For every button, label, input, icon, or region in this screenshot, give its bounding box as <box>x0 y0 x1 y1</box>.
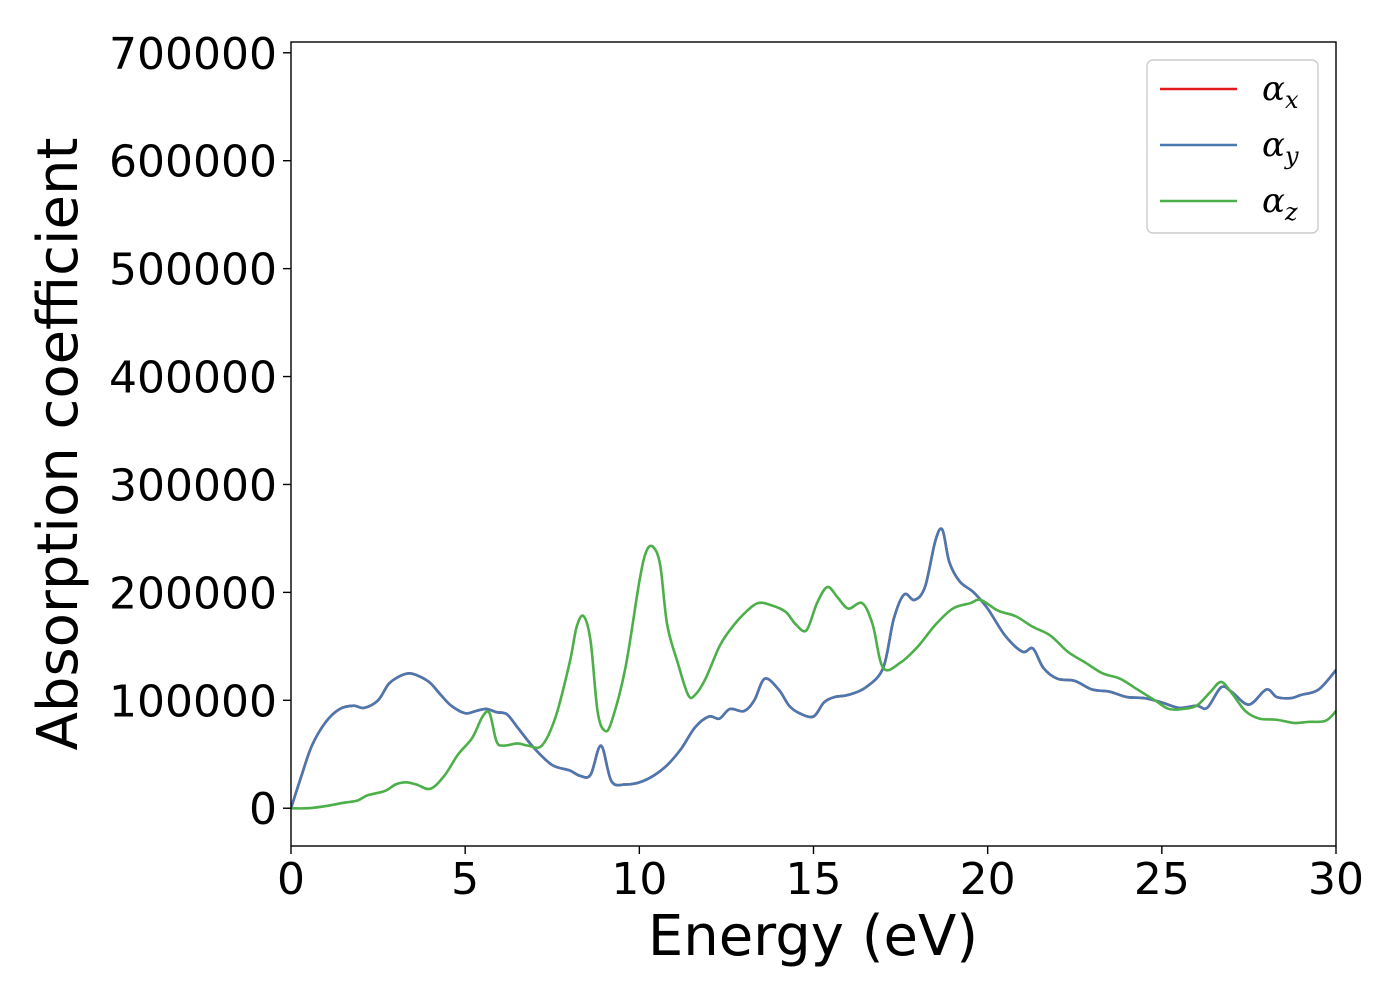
legend-box <box>1146 59 1319 234</box>
y-tick-label: 400000 <box>109 353 277 404</box>
series-line-z <box>291 544 1336 810</box>
x-tick-label: 30 <box>1308 854 1364 905</box>
y-axis: 0 100000 200000 300000 400000 500000 600000 700… <box>109 29 291 835</box>
x-tick-label: 10 <box>611 854 667 905</box>
y-tick-label: 200000 <box>109 568 277 619</box>
legend-symbol: α <box>1262 125 1285 165</box>
x-tick-label: 25 <box>1134 854 1190 905</box>
legend-label-z: αz <box>1262 181 1298 226</box>
x-axis: 0 5 10 15 20 25 30 <box>277 846 1364 905</box>
x-tick-label: 20 <box>960 854 1016 905</box>
legend-subscript: z <box>1284 198 1298 226</box>
x-tick-label: 15 <box>786 854 842 905</box>
series-line-y <box>291 527 1336 810</box>
y-tick-label: 100000 <box>109 676 277 727</box>
legend-subscript: x <box>1285 86 1299 114</box>
x-tick-label: 0 <box>277 854 305 905</box>
x-axis-label: Energy (eV) <box>648 904 978 969</box>
legend-subscript: y <box>1284 142 1299 170</box>
legend-symbol: α <box>1262 181 1285 221</box>
y-tick-label: 300000 <box>109 460 277 511</box>
series-group <box>291 527 1336 810</box>
y-tick-label: 0 <box>249 784 277 835</box>
y-tick-label: 700000 <box>109 29 277 80</box>
x-tick-label: 5 <box>451 854 479 905</box>
y-axis-label: Absorption coefficient <box>26 138 91 751</box>
legend-label-x: αx <box>1262 69 1299 114</box>
y-tick-label: 500000 <box>109 245 277 296</box>
legend-symbol: α <box>1262 69 1285 109</box>
legend-label-y: αy <box>1262 125 1299 170</box>
y-tick-label: 600000 <box>109 137 277 188</box>
